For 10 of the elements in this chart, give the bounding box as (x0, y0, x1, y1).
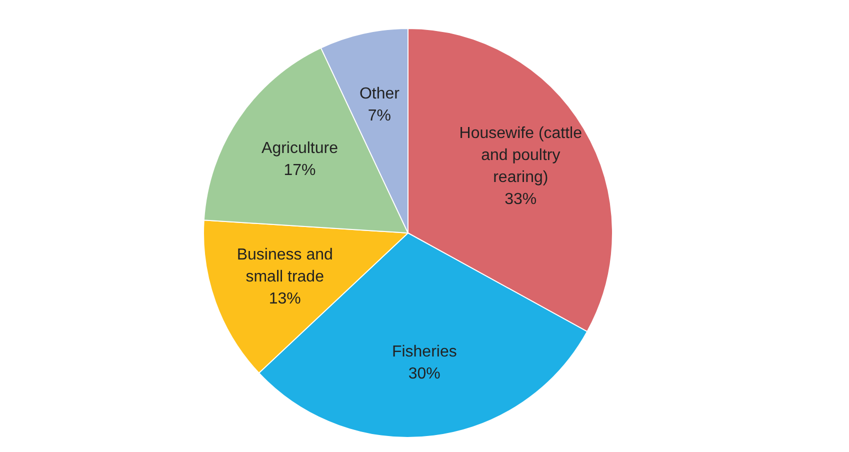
slice-label: Other (359, 86, 400, 103)
data-label: 13% (268, 290, 301, 308)
data-label: 33% (504, 190, 537, 208)
slice-label: Business and small trade (236, 246, 333, 286)
data-label: 17% (284, 162, 316, 179)
slice-label: Agriculture (262, 140, 338, 157)
slice-label: Fisheries (392, 343, 457, 360)
data-label: 30% (408, 365, 440, 382)
slice-label: Housewife (cattle and poultry rearing) (459, 124, 582, 186)
data-label: 7% (368, 108, 392, 125)
